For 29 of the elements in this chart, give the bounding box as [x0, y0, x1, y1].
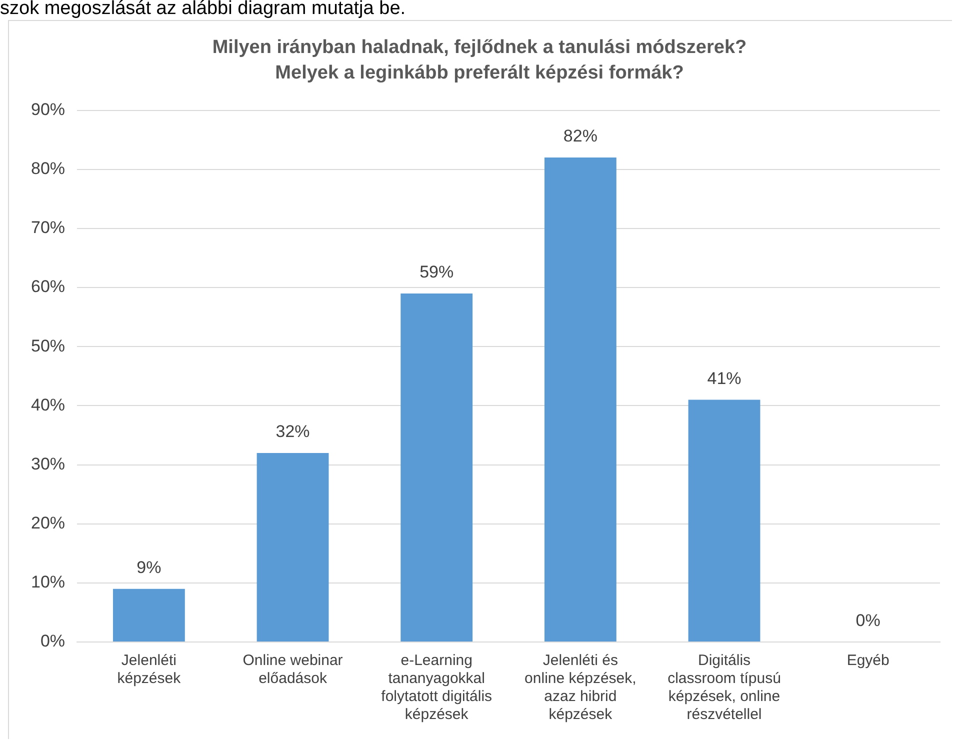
bar [112, 588, 185, 642]
y-tick-label: 10% [30, 572, 66, 592]
y-tick-label: 0% [40, 632, 66, 651]
chart-title: Milyen irányban haladnak, fejlődnek a tanulási módszerek? Melyek a leginkább preferált képzési formák? [212, 37, 747, 84]
y-tick-label: 90% [30, 100, 66, 119]
bar [400, 293, 473, 642]
bar [544, 158, 616, 642]
y-tick-label: 30% [30, 454, 66, 474]
x-tick-label: Jelenléti és online képzések, azaz hibrid képzések [524, 652, 636, 724]
x-tick-label: Online webinar előadások [242, 652, 343, 688]
x-tick-label: e-Learning tananyagokkal folytatott digitális képzések [381, 652, 492, 724]
y-tick-label: 60% [30, 277, 66, 296]
y-tick-label: 40% [30, 395, 66, 414]
bar [688, 400, 760, 642]
x-tick-label: Egyéb [846, 652, 890, 670]
data-label: 32% [276, 422, 310, 442]
data-label: 41% [707, 368, 742, 388]
data-label: 59% [420, 262, 454, 282]
y-tick-label: 80% [30, 159, 66, 178]
data-label: 82% [563, 126, 598, 146]
text: szok megoszlását az alábbi diagram mutatja be. [0, 0, 406, 20]
data-label: 9% [136, 558, 162, 578]
y-tick-label: 20% [30, 514, 66, 533]
x-tick-label: Digitális classroom típusú képzések, online részvétellel [668, 652, 781, 724]
x-tick-label: Jelenléti képzések [117, 652, 182, 688]
y-tick-label: 50% [30, 336, 66, 356]
y-tick-label: 70% [30, 218, 66, 238]
data-label: 0% [856, 611, 880, 630]
bar [256, 452, 329, 642]
